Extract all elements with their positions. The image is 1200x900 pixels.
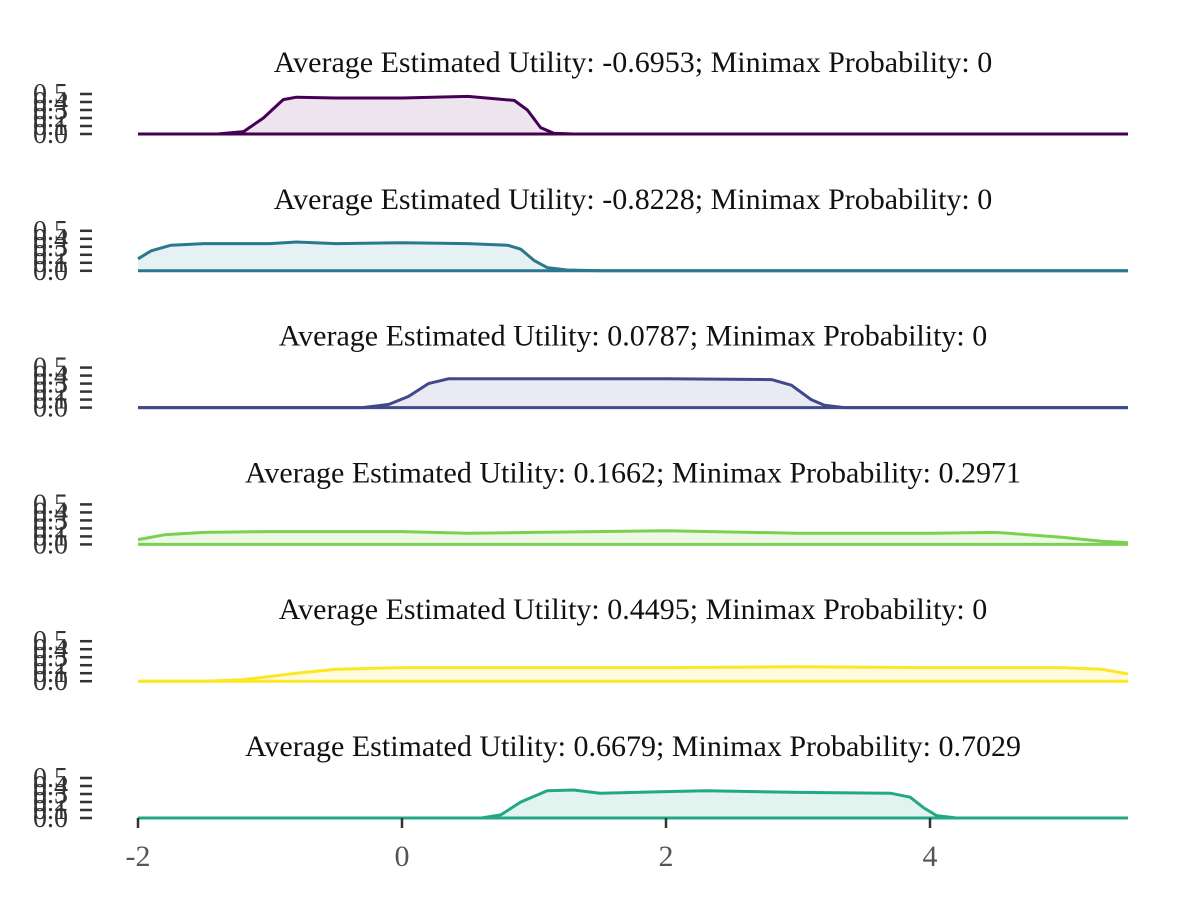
y-tick-label: 0.3 (33, 95, 68, 126)
density-line (138, 788, 1128, 820)
y-tick-label: 0.0 (33, 256, 68, 287)
y-tick-label: 0.1 (33, 248, 68, 279)
ridge-panel-3: Average Estimated Utility: 0.0787; Minim… (33, 320, 1128, 424)
y-tick-label: 0.5 (33, 79, 68, 110)
x-axis: -2 0 2 4 (126, 818, 938, 873)
y-tick-label: 0.2 (33, 240, 68, 271)
panel-title: Average Estimated Utility: 0.6679; Minim… (245, 730, 1021, 763)
y-tick-label: 0.2 (33, 377, 68, 408)
x-tick-label: 4 (923, 840, 938, 873)
ridge-panel-5: Average Estimated Utility: 0.4495; Minim… (33, 593, 1129, 697)
y-tick-label: 0.4 (33, 361, 68, 392)
y-tick-label: 0.3 (33, 505, 68, 536)
y-tick-label: 0.2 (33, 103, 68, 134)
y-tick-label: 0.1 (33, 111, 68, 142)
y-tick-label: 0.4 (33, 224, 68, 255)
density-line (138, 377, 1128, 410)
y-tick-label: 0.3 (33, 779, 68, 810)
y-tick-label: 0.5 (33, 489, 68, 520)
density-fill (138, 790, 1128, 818)
y-tick-label: 0.3 (33, 232, 68, 263)
y-tick-label: 0.2 (33, 650, 68, 681)
y-tick-label: 0.5 (33, 353, 68, 384)
x-tick-label: 2 (659, 840, 674, 873)
y-tick-label: 0.1 (33, 658, 68, 689)
density-fill (138, 378, 1128, 408)
ridge-panel-6: Average Estimated Utility: 0.6679; Minim… (33, 730, 1128, 834)
ridge-panel-2: Average Estimated Utility: -0.8228; Mini… (33, 183, 1128, 287)
y-tick-label: 0.3 (33, 642, 68, 673)
y-tick-label: 0.0 (33, 393, 68, 424)
ridge-panel-4: Average Estimated Utility: 0.1662; Minim… (33, 456, 1129, 560)
y-tick-label: 0.5 (33, 216, 68, 247)
y-tick-label: 0.5 (33, 626, 68, 657)
y-tick-label: 0.2 (33, 787, 68, 818)
y-tick-label: 0.4 (33, 771, 68, 802)
density-line (138, 665, 1129, 683)
y-tick-label: 0.4 (33, 634, 68, 665)
y-tick-label: 0.0 (33, 119, 68, 150)
y-tick-label: 0.2 (33, 513, 68, 544)
density-fill (138, 666, 1128, 682)
panel-title: Average Estimated Utility: -0.6953; Mini… (274, 46, 993, 79)
ridge-panel-1: Average Estimated Utility: -0.6953; Mini… (33, 46, 1128, 150)
panel-title: Average Estimated Utility: -0.8228; Mini… (274, 183, 993, 216)
panel-title: Average Estimated Utility: 0.4495; Minim… (279, 593, 988, 626)
panel-title: Average Estimated Utility: 0.1662; Minim… (245, 456, 1021, 489)
y-tick-label: 0.5 (33, 763, 68, 794)
density-line (137, 529, 1129, 545)
y-tick-label: 0.4 (33, 87, 68, 118)
density-fill (138, 96, 1128, 134)
y-tick-label: 0.1 (33, 521, 68, 552)
density-line (138, 94, 1128, 136)
y-tick-label: 0.0 (33, 803, 68, 834)
y-tick-label: 0.0 (33, 666, 68, 697)
panel-title: Average Estimated Utility: 0.0787; Minim… (279, 320, 988, 353)
y-tick-label: 0.4 (33, 497, 68, 528)
x-tick-label: 0 (395, 840, 410, 873)
density-fill (138, 242, 1128, 271)
density-line (137, 240, 1128, 273)
y-tick-label: 0.3 (33, 369, 68, 400)
y-tick-label: 0.1 (33, 385, 68, 416)
x-tick-label: -2 (126, 840, 151, 873)
y-tick-label: 0.0 (33, 529, 68, 560)
y-tick-label: 0.1 (33, 795, 68, 826)
